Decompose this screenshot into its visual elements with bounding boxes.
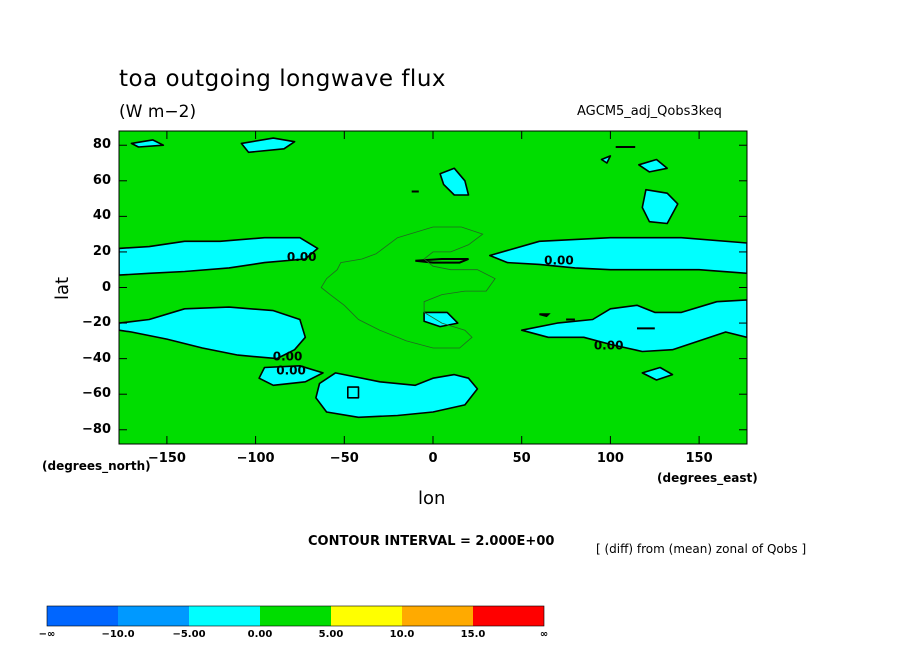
contour-labels: 0.000.000.000.000.00 (273, 250, 624, 378)
negative-region-6 (488, 236, 747, 275)
colorbar-swatch-4 (331, 606, 402, 626)
model-name: AGCM5_adj_Qobs3keq (577, 104, 722, 119)
x-tick-label: 50 (512, 451, 531, 466)
x-tick-label: 0 (428, 451, 438, 466)
thin-contour-0 (320, 226, 496, 349)
negative-region-8 (641, 366, 674, 381)
colorbar-label: 10.0 (389, 629, 415, 640)
x-tick-label: −50 (329, 451, 359, 466)
thin-contour-lines (320, 226, 496, 349)
colorbar-swatch-5 (402, 606, 473, 626)
colorbar-swatch-2 (189, 606, 260, 626)
y-tick-label: −20 (82, 315, 111, 331)
y-tick-label: 80 (92, 137, 111, 153)
diff-note: [ (diff) from (mean) zonal of Qobs ] (596, 542, 807, 556)
x-axis-units-note: (degrees_east) (657, 471, 758, 485)
y-tick-label: −40 (82, 350, 111, 366)
negative-region-7 (520, 299, 747, 353)
y-tick-label: 0 (101, 279, 111, 295)
colorbar-label: −∞ (38, 629, 56, 640)
negative-region-12 (423, 311, 459, 328)
negative-region-11 (637, 158, 669, 173)
y-tick-label: 60 (92, 172, 111, 188)
negative-region-13 (346, 386, 360, 399)
negative-region-4 (240, 137, 296, 154)
y-tick-label: −80 (82, 421, 111, 437)
contour-label-1: 0.00 (273, 349, 303, 363)
y-axis-label: lat (52, 276, 73, 300)
zero-contour-0 (415, 258, 469, 264)
colorbar-label: 0.00 (247, 629, 273, 640)
negative-region-2 (258, 364, 324, 387)
zero-contour-1 (539, 313, 551, 318)
colorbar-frame (46, 605, 545, 627)
colorbar-label: 15.0 (460, 629, 486, 640)
y-tick-label: 40 (92, 208, 111, 224)
colorbar (46, 605, 545, 627)
colorbar-label: 5.00 (318, 629, 344, 640)
contour-label-3: 0.00 (544, 253, 574, 267)
negative-region-5 (130, 139, 165, 148)
x-tick-label: 150 (685, 451, 713, 466)
x-axis-label: lon (418, 488, 446, 509)
contour-label-4: 0.00 (594, 339, 624, 353)
y-tick-label: −60 (82, 386, 111, 402)
colorbar-label: ∞ (539, 629, 549, 640)
colorbar-swatch-3 (260, 606, 331, 626)
y-tick-label: 20 (92, 243, 111, 259)
y-axis-units-note: (degrees_north) (42, 459, 151, 473)
negative-region-9 (439, 167, 470, 196)
x-tick-label: 100 (596, 451, 624, 466)
negative-region-0 (119, 236, 319, 276)
negative-regions (119, 137, 747, 419)
contour-label-0: 0.00 (287, 250, 317, 264)
colorbar-label: −10.0 (101, 629, 135, 640)
zero-contour-lines (411, 146, 655, 330)
negative-region-1 (119, 306, 307, 360)
colorbar-swatch-6 (473, 606, 544, 626)
colorbar-swatch-1 (118, 606, 189, 626)
colorbar-swatch-0 (47, 606, 118, 626)
negative-region-3 (315, 372, 479, 419)
contour-interval-note: CONTOUR INTERVAL = 2.000E+00 (308, 534, 555, 549)
negative-region-14 (600, 155, 612, 164)
x-tick-label: −150 (147, 451, 186, 466)
x-tick-label: −100 (236, 451, 275, 466)
chart-units: (W m−2) (119, 102, 197, 122)
axis-ticks (119, 131, 747, 444)
contour-label-2: 0.00 (276, 364, 306, 378)
chart-title: toa outgoing longwave flux (119, 66, 447, 92)
negative-region-10 (641, 188, 679, 225)
colorbar-label: −5.00 (172, 629, 206, 640)
